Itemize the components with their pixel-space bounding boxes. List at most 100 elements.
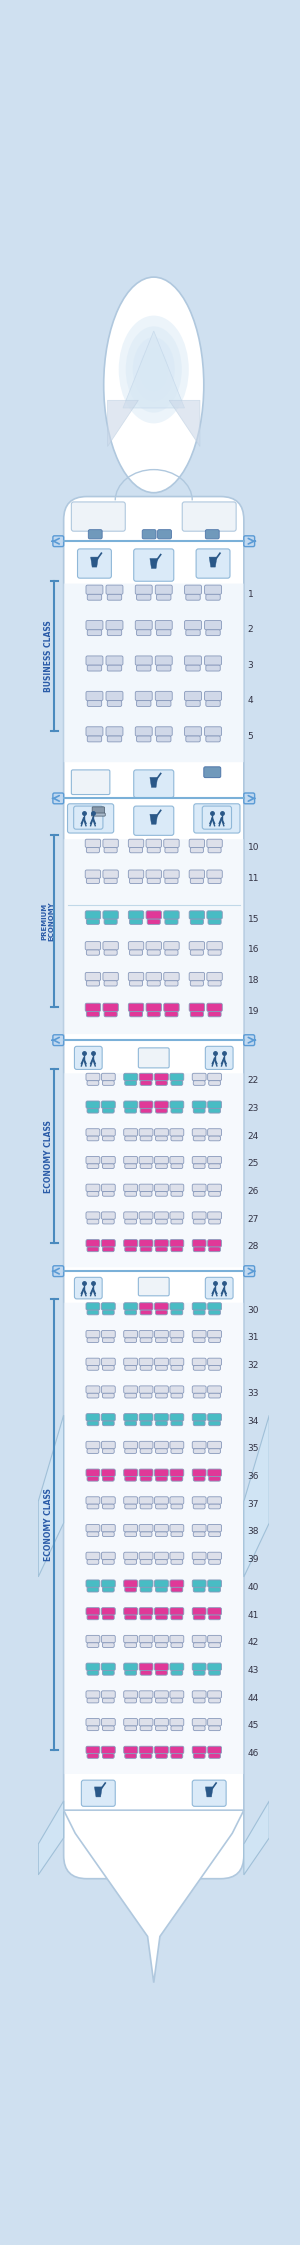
FancyBboxPatch shape	[192, 1497, 206, 1504]
FancyBboxPatch shape	[140, 1394, 152, 1399]
FancyBboxPatch shape	[206, 665, 220, 671]
FancyBboxPatch shape	[193, 1531, 205, 1536]
FancyBboxPatch shape	[170, 1073, 184, 1080]
FancyBboxPatch shape	[154, 1468, 168, 1477]
FancyBboxPatch shape	[208, 1441, 221, 1448]
FancyBboxPatch shape	[184, 586, 202, 595]
FancyBboxPatch shape	[87, 1421, 99, 1426]
FancyBboxPatch shape	[86, 878, 100, 885]
FancyBboxPatch shape	[102, 1587, 114, 1592]
FancyBboxPatch shape	[86, 1129, 100, 1136]
FancyBboxPatch shape	[154, 1156, 168, 1163]
FancyBboxPatch shape	[170, 1212, 184, 1219]
FancyBboxPatch shape	[156, 1246, 167, 1253]
FancyBboxPatch shape	[102, 1477, 114, 1482]
FancyBboxPatch shape	[209, 1697, 220, 1704]
FancyBboxPatch shape	[140, 1670, 152, 1675]
FancyBboxPatch shape	[154, 1524, 168, 1531]
FancyBboxPatch shape	[209, 1163, 220, 1167]
FancyBboxPatch shape	[192, 1441, 206, 1448]
FancyBboxPatch shape	[86, 1441, 100, 1448]
FancyBboxPatch shape	[124, 1073, 138, 1080]
FancyBboxPatch shape	[146, 972, 161, 981]
FancyBboxPatch shape	[124, 1690, 138, 1697]
FancyBboxPatch shape	[128, 1004, 144, 1012]
FancyBboxPatch shape	[190, 849, 203, 853]
FancyBboxPatch shape	[157, 700, 171, 707]
FancyBboxPatch shape	[147, 849, 160, 853]
FancyBboxPatch shape	[104, 1012, 117, 1017]
FancyBboxPatch shape	[85, 840, 100, 849]
FancyBboxPatch shape	[171, 1311, 183, 1316]
FancyBboxPatch shape	[209, 1311, 220, 1316]
FancyBboxPatch shape	[101, 1414, 115, 1421]
FancyBboxPatch shape	[209, 1338, 220, 1343]
FancyBboxPatch shape	[124, 1156, 138, 1163]
FancyBboxPatch shape	[205, 727, 221, 736]
FancyBboxPatch shape	[147, 918, 160, 925]
FancyBboxPatch shape	[154, 1664, 168, 1670]
Text: 1: 1	[248, 590, 254, 599]
FancyBboxPatch shape	[124, 1747, 138, 1753]
FancyBboxPatch shape	[192, 1717, 206, 1726]
FancyBboxPatch shape	[125, 1560, 136, 1565]
FancyBboxPatch shape	[101, 1468, 115, 1477]
FancyBboxPatch shape	[154, 1073, 168, 1080]
FancyBboxPatch shape	[194, 804, 240, 833]
FancyBboxPatch shape	[171, 1614, 183, 1619]
FancyBboxPatch shape	[74, 806, 103, 828]
FancyBboxPatch shape	[209, 1726, 220, 1731]
Text: 24: 24	[248, 1131, 259, 1140]
FancyBboxPatch shape	[124, 1100, 138, 1109]
FancyBboxPatch shape	[139, 1239, 153, 1246]
FancyBboxPatch shape	[192, 1331, 206, 1338]
FancyBboxPatch shape	[85, 871, 100, 878]
FancyBboxPatch shape	[171, 1531, 183, 1536]
FancyBboxPatch shape	[171, 1448, 183, 1453]
FancyBboxPatch shape	[102, 1753, 114, 1758]
Polygon shape	[38, 1800, 64, 1875]
FancyBboxPatch shape	[124, 1414, 138, 1421]
FancyBboxPatch shape	[101, 1551, 115, 1560]
FancyBboxPatch shape	[205, 1046, 233, 1069]
FancyBboxPatch shape	[171, 1192, 183, 1197]
FancyBboxPatch shape	[193, 1560, 205, 1565]
FancyBboxPatch shape	[157, 665, 171, 671]
FancyBboxPatch shape	[157, 595, 171, 599]
FancyBboxPatch shape	[154, 1551, 168, 1560]
FancyBboxPatch shape	[244, 1035, 255, 1046]
FancyBboxPatch shape	[170, 1551, 184, 1560]
FancyBboxPatch shape	[106, 620, 123, 631]
FancyBboxPatch shape	[208, 878, 221, 885]
Text: 27: 27	[248, 1215, 259, 1224]
FancyBboxPatch shape	[164, 972, 179, 981]
FancyBboxPatch shape	[125, 1670, 136, 1675]
FancyBboxPatch shape	[124, 1183, 138, 1192]
Text: 18: 18	[248, 977, 259, 986]
FancyBboxPatch shape	[135, 691, 152, 700]
FancyBboxPatch shape	[170, 1607, 184, 1614]
FancyBboxPatch shape	[140, 1219, 152, 1224]
FancyBboxPatch shape	[156, 1726, 167, 1731]
FancyBboxPatch shape	[189, 911, 205, 918]
FancyBboxPatch shape	[86, 1717, 100, 1726]
FancyBboxPatch shape	[124, 1524, 138, 1531]
Text: 33: 33	[248, 1390, 259, 1399]
FancyBboxPatch shape	[193, 1080, 205, 1084]
FancyBboxPatch shape	[53, 792, 64, 804]
FancyBboxPatch shape	[206, 736, 220, 741]
FancyBboxPatch shape	[140, 1109, 152, 1114]
FancyBboxPatch shape	[125, 1246, 136, 1253]
FancyBboxPatch shape	[101, 1302, 115, 1311]
FancyBboxPatch shape	[135, 727, 152, 736]
FancyBboxPatch shape	[101, 1524, 115, 1531]
FancyBboxPatch shape	[208, 1012, 221, 1017]
FancyBboxPatch shape	[154, 1747, 168, 1753]
FancyBboxPatch shape	[77, 550, 111, 579]
FancyBboxPatch shape	[125, 1109, 136, 1114]
FancyBboxPatch shape	[147, 950, 160, 954]
FancyBboxPatch shape	[64, 1073, 244, 1268]
FancyBboxPatch shape	[209, 1753, 220, 1758]
FancyBboxPatch shape	[139, 1747, 153, 1753]
FancyBboxPatch shape	[136, 700, 151, 707]
